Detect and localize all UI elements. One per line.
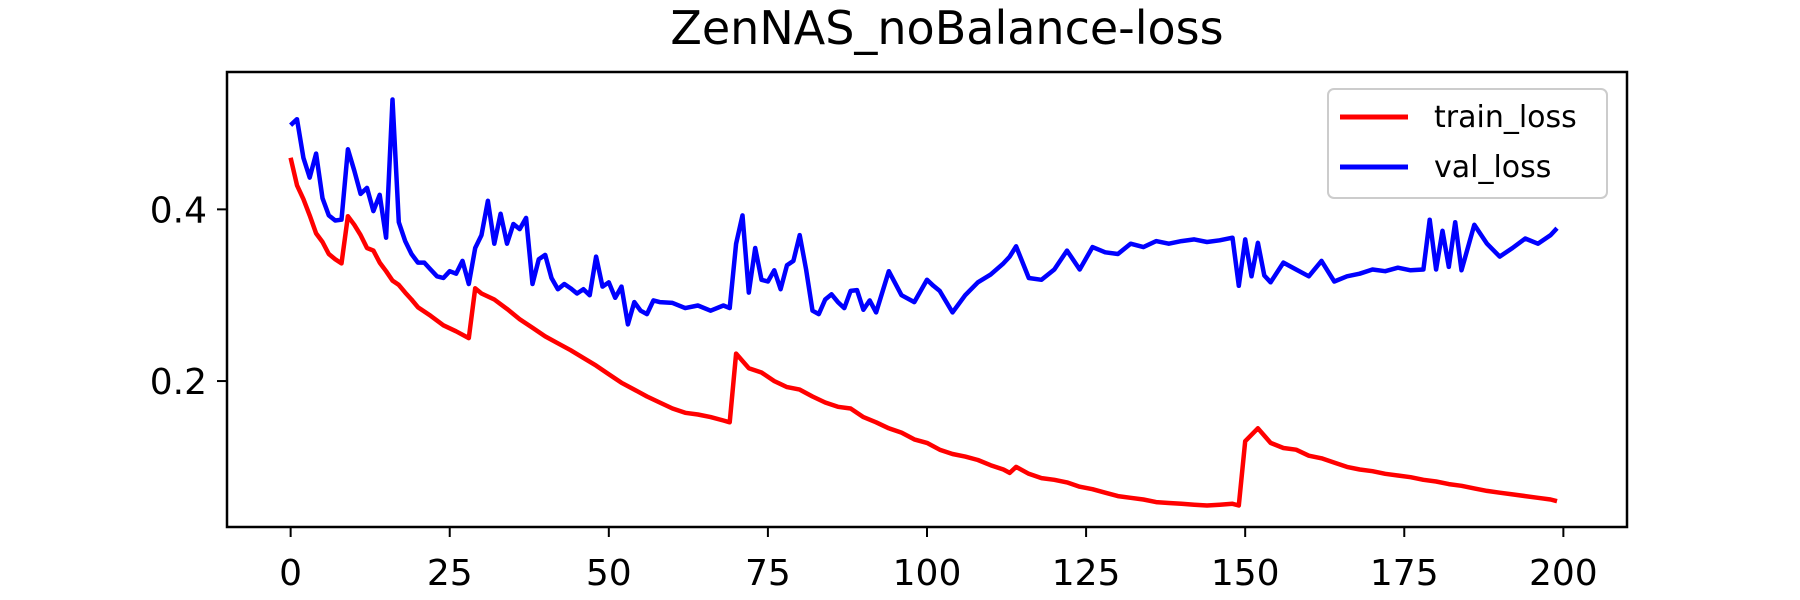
legend-label-val-loss: val_loss — [1434, 150, 1551, 185]
x-tick-label: 0 — [279, 553, 302, 594]
x-tick-label: 50 — [586, 553, 632, 594]
x-tick-label: 175 — [1370, 553, 1439, 594]
x-tick-label: 150 — [1211, 553, 1280, 594]
legend-label-train-loss: train_loss — [1434, 100, 1577, 135]
y-tick-label: 0.2 — [150, 362, 207, 403]
x-tick-label: 200 — [1529, 553, 1598, 594]
legend: train_loss val_loss — [1327, 88, 1608, 199]
x-tick-label: 75 — [745, 553, 791, 594]
x-tick-label: 100 — [893, 553, 962, 594]
y-axis-ticks: 0.2 0.4 — [150, 190, 227, 403]
x-tick-label: 125 — [1052, 553, 1121, 594]
x-tick-label: 25 — [427, 553, 473, 594]
series-line-train-loss — [288, 157, 1558, 508]
y-tick-label: 0.4 — [150, 190, 207, 231]
series-line-val-loss — [289, 97, 1559, 327]
chart-title: ZenNAS_noBalance-loss — [670, 1, 1223, 55]
plot-series — [288, 97, 1559, 508]
x-axis-ticks: 0 25 50 75 100 125 150 175 200 — [279, 527, 1598, 594]
